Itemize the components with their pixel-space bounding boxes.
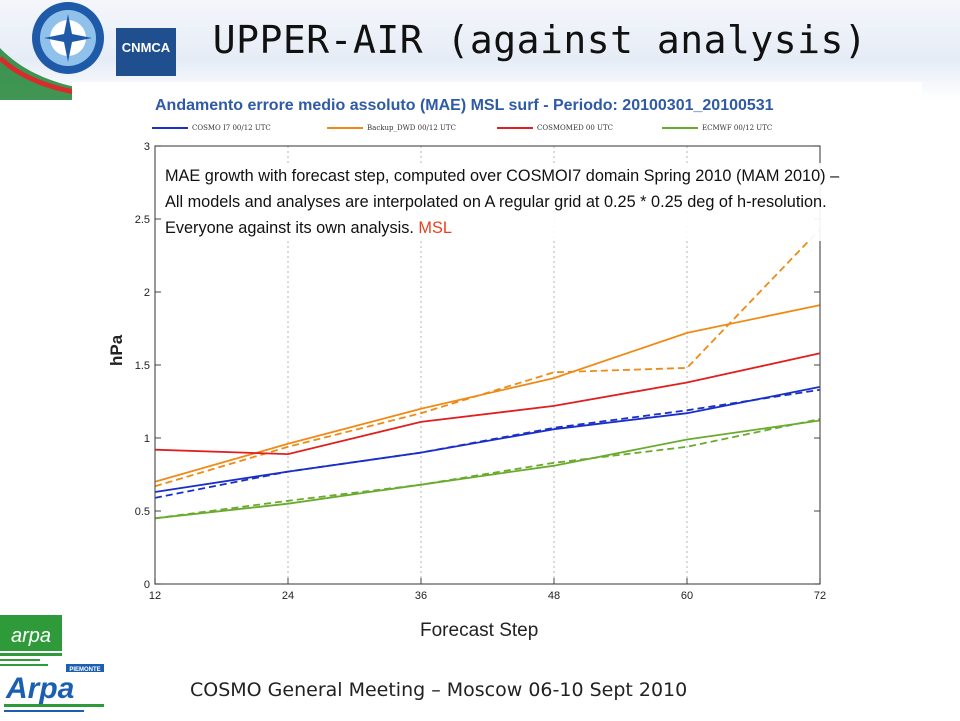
series-line	[154, 386, 821, 493]
x-tick-label: 48	[548, 590, 560, 602]
cnmca-logo: CNMCA	[0, 0, 191, 101]
arpa-piemonte-logo: PIEMONTE Arpa	[4, 664, 114, 716]
y-tick-label: 2.5	[135, 214, 150, 226]
legend-label: ECMWF 00/12 UTC	[702, 124, 773, 132]
y-tick-label: 2	[144, 287, 150, 299]
y-tick-label: 1	[144, 433, 150, 445]
legend-item-cosmo-i7: COSMO I7 00/12 UTC	[152, 124, 271, 132]
legend-item-cosmomed: COSMOMED 00 UTC	[497, 124, 613, 132]
x-tick-label: 60	[681, 590, 693, 602]
chart-legend: COSMO I7 00/12 UTC Backup_DWD 00/12 UTC …	[152, 124, 812, 138]
chart-title: Andamento errore medio assoluto (MAE) MS…	[155, 97, 774, 114]
y-tick-label: 3	[144, 141, 150, 153]
y-axis-label: hPa	[107, 334, 126, 366]
footer-text: COSMO General Meeting – Moscow 06-10 Sep…	[190, 679, 688, 701]
series-line	[154, 228, 821, 488]
legend-label: Backup_DWD 00/12 UTC	[367, 124, 456, 132]
cnmca-logo-text: CNMCA	[122, 40, 171, 55]
x-tick-label: 24	[282, 590, 294, 602]
y-tick-label: 0	[144, 579, 150, 591]
legend-item-backup-dwd: Backup_DWD 00/12 UTC	[327, 124, 456, 132]
legend-label: COSMO I7 00/12 UTC	[192, 124, 271, 132]
arpa-pie-logo-text: Arpa	[5, 672, 74, 705]
slide-title: UPPER-AIR (against analysis)	[212, 18, 868, 62]
annotation-text: MAE growth with forecast step, computed …	[165, 167, 840, 237]
legend-label: COSMOMED 00 UTC	[537, 124, 613, 132]
series-line	[154, 388, 821, 499]
y-tick-label: 1.5	[135, 360, 150, 372]
annotation-highlight: MSL	[418, 219, 452, 237]
legend-item-ecmwf: ECMWF 00/12 UTC	[662, 124, 772, 132]
series-line	[154, 352, 821, 456]
x-tick-label: 36	[415, 590, 427, 602]
x-tick-label: 12	[149, 590, 161, 602]
x-tick-label: 72	[814, 590, 826, 602]
annotation-box: MAE growth with forecast step, computed …	[165, 163, 855, 241]
y-tick-label: 0.5	[135, 506, 150, 518]
series-line	[154, 418, 821, 520]
arpa-emr-logo-text: arpa	[11, 625, 51, 647]
x-axis-label: Forecast Step	[420, 620, 539, 641]
arpa-emilia-romagna-logo: arpa	[0, 615, 62, 673]
arpa-pie-region-text: PIEMONTE	[69, 667, 100, 673]
series-line	[154, 419, 821, 520]
